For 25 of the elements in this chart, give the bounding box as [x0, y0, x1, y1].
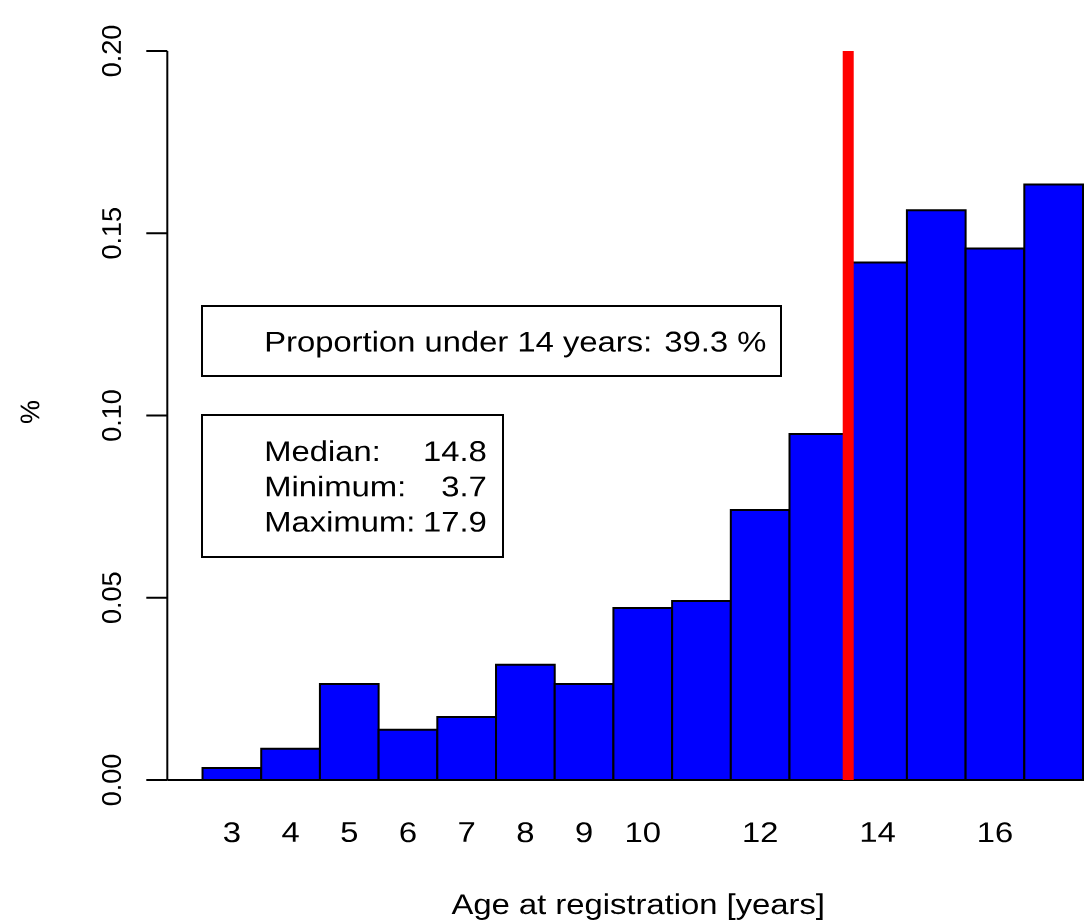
- annotation: Median:: [266, 440, 378, 462]
- annotation: Minimum:: [266, 475, 404, 497]
- annotation: Proportion under 14 years: 39.3 %: [266, 330, 766, 358]
- x-tick-label: 8: [517, 822, 534, 843]
- x-tick-label: 10: [627, 822, 660, 843]
- annotation: Maximum:: [266, 510, 413, 532]
- y-tick-label: 0.10: [101, 390, 122, 441]
- y-tick-label: 0.00: [101, 754, 122, 806]
- y-tick-label: 0.05: [101, 572, 122, 623]
- x-tick-label: 4: [282, 822, 299, 842]
- x-tick-label: 14: [861, 822, 895, 842]
- annotation: 17.9: [425, 511, 486, 532]
- x-tick-label: 12: [744, 822, 777, 843]
- y-tick-label: 0.15: [101, 208, 122, 259]
- x-tick-label: 6: [400, 822, 416, 843]
- y-tick-label: 0.20: [101, 25, 122, 77]
- x-tick-label: 5: [341, 822, 358, 843]
- annotation: 3.7: [442, 476, 486, 497]
- x-tick-label: 3: [224, 822, 240, 843]
- y-axis-title: %: [20, 400, 40, 424]
- x-tick-label: 7: [459, 822, 475, 842]
- x-tick-label: 9: [576, 822, 592, 843]
- x-tick-label: 16: [979, 822, 1012, 843]
- x-axis-title: Age at registration [years]: [451, 893, 823, 920]
- annotation: 14.8: [425, 441, 486, 462]
